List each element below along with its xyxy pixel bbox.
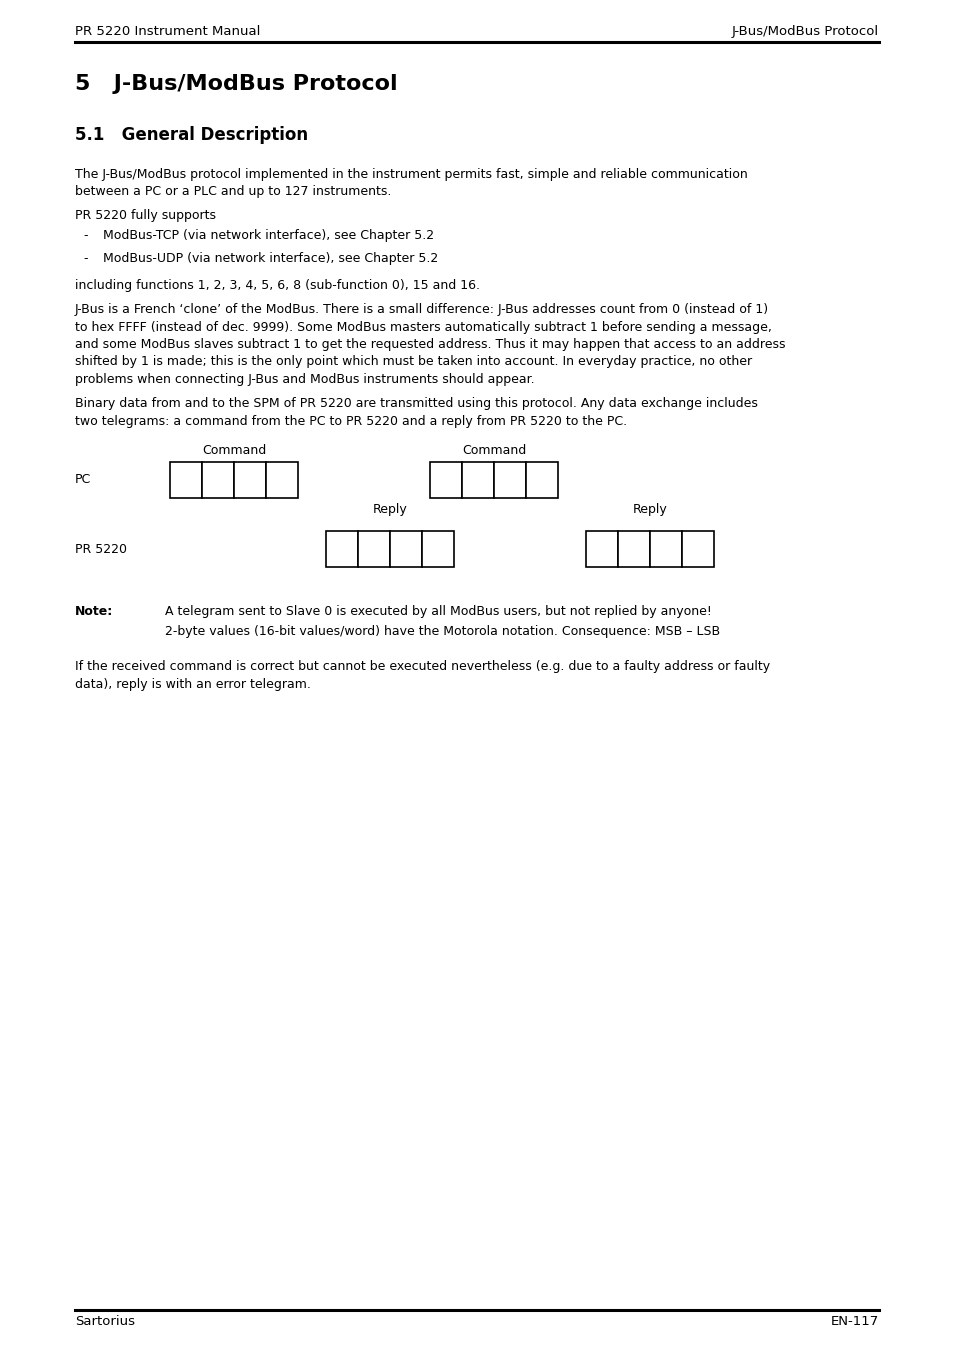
Bar [494, 462, 525, 498]
Bar [430, 462, 461, 498]
Text: Reply: Reply [632, 504, 667, 516]
Bar [202, 462, 233, 498]
Bar [170, 462, 202, 498]
Text: -: - [83, 230, 88, 243]
Text: PR 5220 fully supports: PR 5220 fully supports [75, 209, 215, 221]
Text: two telegrams: a command from the PC to PR 5220 and a reply from PR 5220 to the : two telegrams: a command from the PC to … [75, 414, 626, 428]
Text: between a PC or a PLC and up to 127 instruments.: between a PC or a PLC and up to 127 inst… [75, 185, 391, 198]
Text: to hex FFFF (instead of dec. 9999). Some ModBus masters automatically subtract 1: to hex FFFF (instead of dec. 9999). Some… [75, 320, 771, 333]
Bar [233, 462, 266, 498]
Bar [681, 532, 713, 567]
Text: shifted by 1 is made; this is the only point which must be taken into account. I: shifted by 1 is made; this is the only p… [75, 355, 751, 369]
Text: The J-Bus/ModBus protocol implemented in the instrument permits fast, simple and: The J-Bus/ModBus protocol implemented in… [75, 167, 747, 181]
Text: PR 5220 Instrument Manual: PR 5220 Instrument Manual [75, 26, 260, 38]
Bar [649, 532, 681, 567]
Text: J-Bus is a French ‘clone’ of the ModBus. There is a small difference: J-Bus addr: J-Bus is a French ‘clone’ of the ModBus.… [75, 302, 768, 316]
Bar [525, 462, 558, 498]
Text: problems when connecting J-Bus and ModBus instruments should appear.: problems when connecting J-Bus and ModBu… [75, 373, 534, 386]
Bar [326, 532, 357, 567]
Text: ModBus-UDP (via network interface), see Chapter 5.2: ModBus-UDP (via network interface), see … [103, 252, 437, 265]
Text: PR 5220: PR 5220 [75, 543, 127, 556]
Text: EN-117: EN-117 [830, 1315, 878, 1328]
Bar [266, 462, 297, 498]
Text: A telegram sent to Slave 0 is executed by all ModBus users, but not replied by a: A telegram sent to Slave 0 is executed b… [165, 606, 711, 618]
Text: Binary data from and to the SPM of PR 5220 are transmitted using this protocol. : Binary data from and to the SPM of PR 52… [75, 397, 757, 410]
Bar [618, 532, 649, 567]
Text: -: - [83, 252, 88, 265]
Text: 5.1   General Description: 5.1 General Description [75, 126, 308, 144]
Bar [585, 532, 618, 567]
Text: Reply: Reply [373, 504, 407, 516]
Text: 2-byte values (16-bit values/word) have the Motorola notation. Consequence: MSB : 2-byte values (16-bit values/word) have … [165, 625, 720, 639]
Text: and some ModBus slaves subtract 1 to get the requested address. Thus it may happ: and some ModBus slaves subtract 1 to get… [75, 338, 784, 351]
Bar [390, 532, 421, 567]
Text: data), reply is with an error telegram.: data), reply is with an error telegram. [75, 678, 311, 691]
Text: 5   J-Bus/ModBus Protocol: 5 J-Bus/ModBus Protocol [75, 74, 397, 94]
Text: Note:: Note: [75, 606, 113, 618]
Bar [461, 462, 494, 498]
Text: Sartorius: Sartorius [75, 1315, 135, 1328]
Text: including functions 1, 2, 3, 4, 5, 6, 8 (sub-function 0), 15 and 16.: including functions 1, 2, 3, 4, 5, 6, 8 … [75, 278, 479, 292]
Text: J-Bus/ModBus Protocol: J-Bus/ModBus Protocol [731, 26, 878, 38]
Text: ModBus-TCP (via network interface), see Chapter 5.2: ModBus-TCP (via network interface), see … [103, 230, 434, 243]
Text: Command: Command [461, 444, 525, 458]
Text: PC: PC [75, 474, 91, 486]
Bar [421, 532, 454, 567]
Text: If the received command is correct but cannot be executed nevertheless (e.g. due: If the received command is correct but c… [75, 660, 769, 674]
Bar [357, 532, 390, 567]
Text: Command: Command [202, 444, 266, 458]
